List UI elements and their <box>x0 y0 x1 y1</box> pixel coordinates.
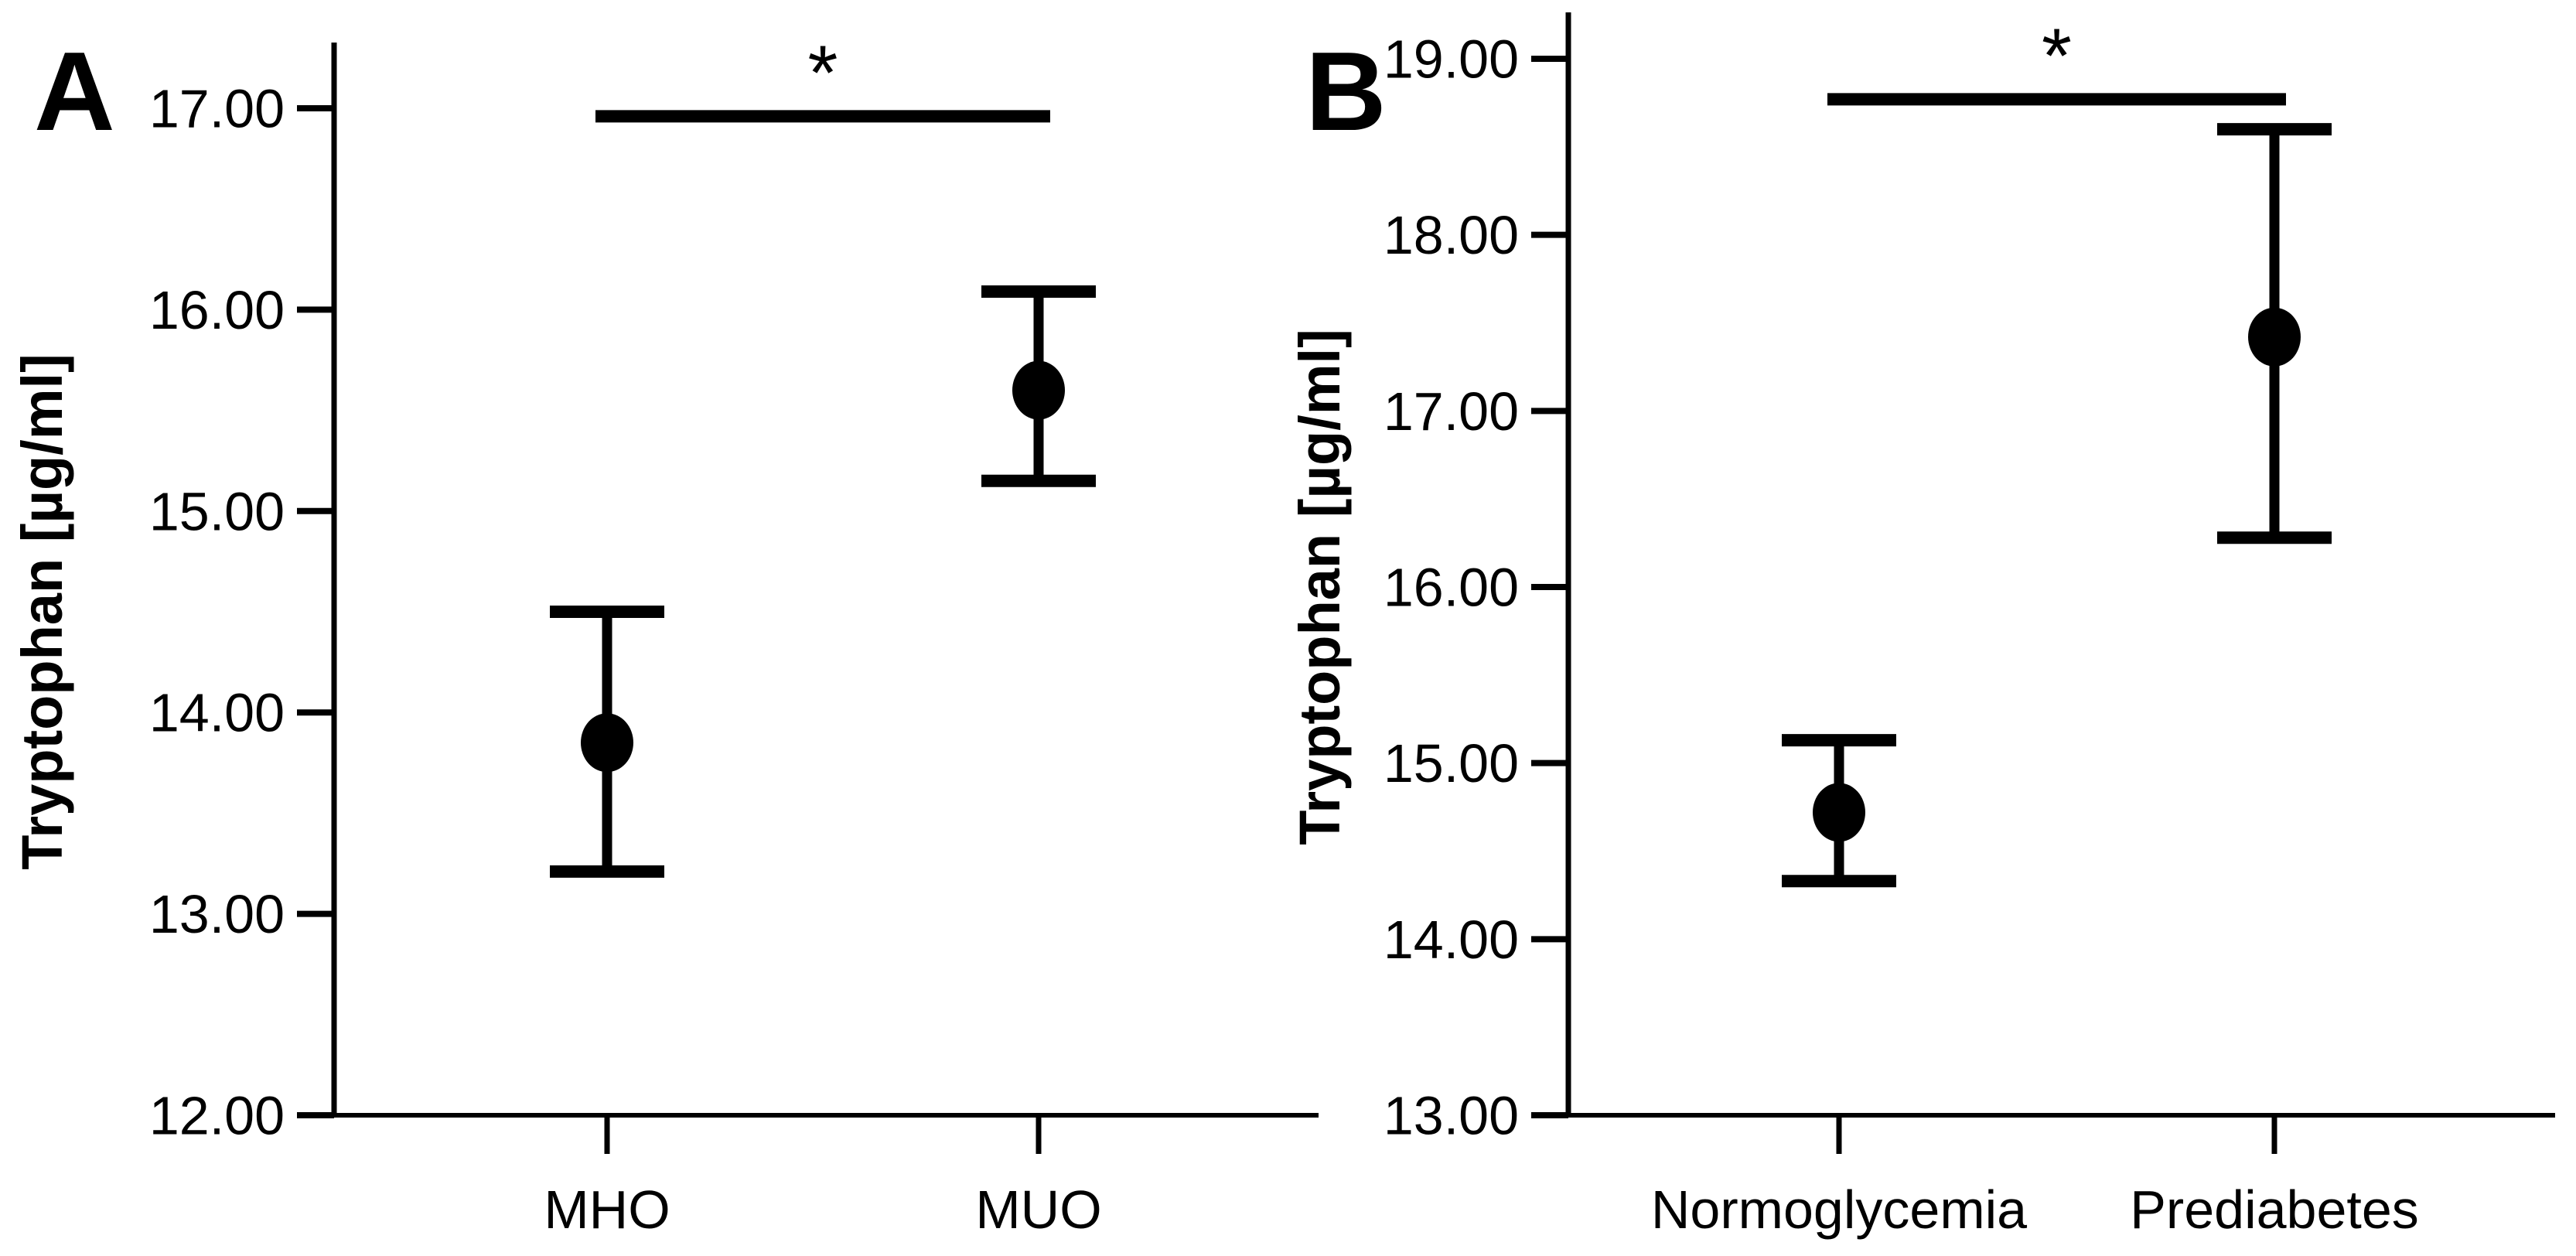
error-bar-prediabetes <box>2217 123 2332 544</box>
mean-dot <box>1012 360 1065 420</box>
y-tick-label: 13.00 <box>149 884 285 944</box>
panel-b: B Tryptophan [µg/ml] 19.00 18.00 17.00 16.00 1… <box>1288 12 2555 1240</box>
category-label: Normoglycemia <box>1651 1179 2027 1240</box>
y-tick-label: 18.00 <box>1384 205 1519 265</box>
y-tick-label: 17.00 <box>149 79 285 139</box>
y-tick-label: 19.00 <box>1384 29 1519 90</box>
y-tick-label: 13.00 <box>1384 1086 1519 1146</box>
category-label: MUO <box>975 1179 1101 1240</box>
mean-dot <box>2248 307 2301 367</box>
panel-letter: B <box>1305 29 1387 154</box>
y-tick-label: 14.00 <box>149 683 285 743</box>
y-tick-label: 15.00 <box>149 481 285 541</box>
y-tick-label: 17.00 <box>1384 381 1519 442</box>
y-tick-label: 14.00 <box>1384 910 1519 970</box>
error-bar-mho <box>550 606 664 878</box>
significance-asterisk: * <box>808 29 838 116</box>
error-bar-muo <box>981 285 1096 487</box>
category-label: MHO <box>544 1179 670 1240</box>
significance-asterisk: * <box>2042 12 2072 99</box>
panel-letter: A <box>34 29 115 154</box>
y-tick-label: 16.00 <box>149 280 285 340</box>
category-label: Prediabetes <box>2130 1179 2419 1240</box>
mean-dot <box>581 713 633 773</box>
y-tick-label: 16.00 <box>1384 558 1519 618</box>
mean-dot <box>1813 783 1865 842</box>
error-bar-normoglycemia <box>1782 734 1896 888</box>
y-tick-label: 15.00 <box>1384 733 1519 794</box>
y-axis-title: Tryptophan [µg/ml] <box>1288 329 1352 845</box>
y-axis-title: Tryptophan [µg/ml] <box>10 353 74 869</box>
y-tick-label: 12.00 <box>149 1086 285 1146</box>
panel-a: A Tryptophan [µg/ml] 17.00 16.00 15.00 14.00 1… <box>10 29 1319 1240</box>
